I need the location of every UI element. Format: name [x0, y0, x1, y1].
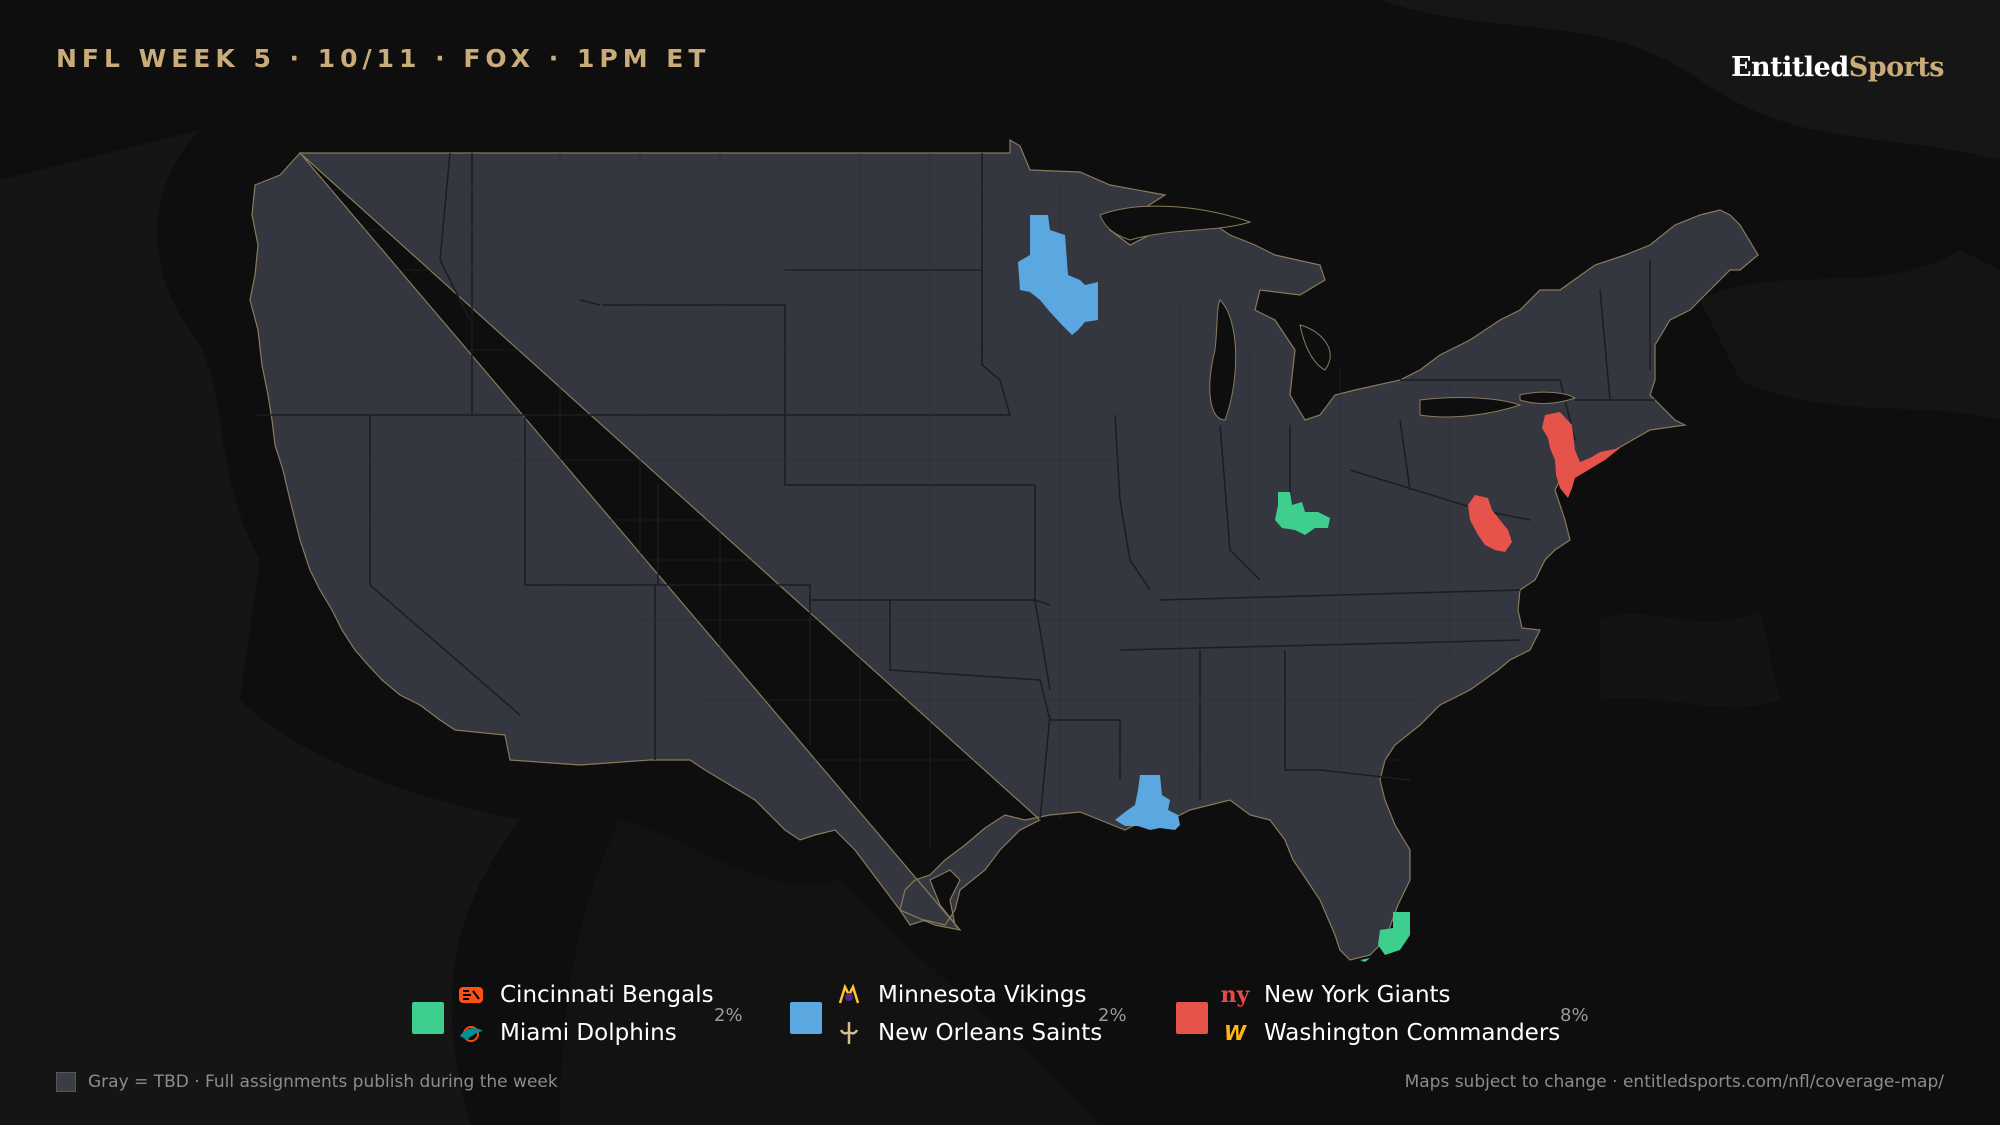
legend-team-dolphins[interactable]: Miami Dolphins: [456, 1018, 677, 1048]
page-title: NFL WEEK 5 · 10/11 · FOX · 1PM ET: [56, 44, 711, 73]
legend-game-3: ny New York Giants W Washington Commande…: [1176, 980, 1596, 1050]
commanders-logo-icon: W: [1223, 1021, 1247, 1045]
legend-team-name: Miami Dolphins: [500, 1020, 677, 1046]
saints-coverage-region: [1115, 775, 1180, 830]
legend-team-vikings[interactable]: Minnesota Vikings: [834, 980, 1087, 1010]
county-texture: [280, 153, 1520, 850]
footer-left-text: Gray = TBD · Full assignments publish du…: [88, 1072, 558, 1092]
legend-team-name: New York Giants: [1264, 982, 1451, 1008]
legend-team-saints[interactable]: New Orleans Saints: [834, 1018, 1102, 1048]
legend-team-commanders[interactable]: W Washington Commanders: [1220, 1018, 1560, 1048]
vikings-logo-icon: [834, 982, 864, 1008]
bengals-logo-icon: [456, 982, 486, 1008]
vikings-coverage-region: [1018, 215, 1098, 335]
footer-note: Gray = TBD · Full assignments publish du…: [56, 1072, 558, 1092]
legend-percent: 2%: [1098, 1005, 1127, 1026]
legend-swatch-game-2: [790, 1002, 822, 1034]
legend-team-name: Cincinnati Bengals: [500, 982, 714, 1008]
dolphins-keys: [1360, 958, 1370, 962]
legend-swatch-game-3: [1176, 1002, 1208, 1034]
footer-link[interactable]: Maps subject to change · entitledsports.…: [1404, 1072, 1944, 1092]
brand-logo[interactable]: EntitledSports: [1730, 52, 1945, 83]
giants-coverage-region: [1542, 412, 1620, 498]
dolphins-coverage-region: [1378, 912, 1410, 955]
gray-tbd-swatch: [56, 1072, 76, 1092]
bengals-coverage-region: [1275, 492, 1330, 535]
legend-percent: 8%: [1560, 1005, 1589, 1026]
great-lakes: [1099, 205, 1577, 421]
legend-team-bengals[interactable]: Cincinnati Bengals: [456, 980, 714, 1010]
legend-team-giants[interactable]: ny New York Giants: [1220, 980, 1451, 1010]
us-landmass: [249, 138, 1759, 961]
legend-team-name: Minnesota Vikings: [878, 982, 1087, 1008]
saints-logo-icon: [834, 1020, 864, 1046]
legend-percent: 2%: [714, 1005, 743, 1026]
legend-swatch-game-1: [412, 1002, 444, 1034]
legend-game-2: Minnesota Vikings New Orleans Saints 2%: [790, 980, 1130, 1050]
dolphins-logo-icon: [456, 1020, 486, 1046]
giants-logo-icon: ny: [1220, 982, 1250, 1008]
legend-team-name: New Orleans Saints: [878, 1020, 1103, 1046]
coverage-regions: [1018, 215, 1620, 962]
legend-team-name: Washington Commanders: [1264, 1020, 1561, 1046]
legend-game-1: Cincinnati Bengals Miami Dolphins 2%: [412, 980, 752, 1050]
commanders-coverage-region: [1468, 495, 1512, 552]
